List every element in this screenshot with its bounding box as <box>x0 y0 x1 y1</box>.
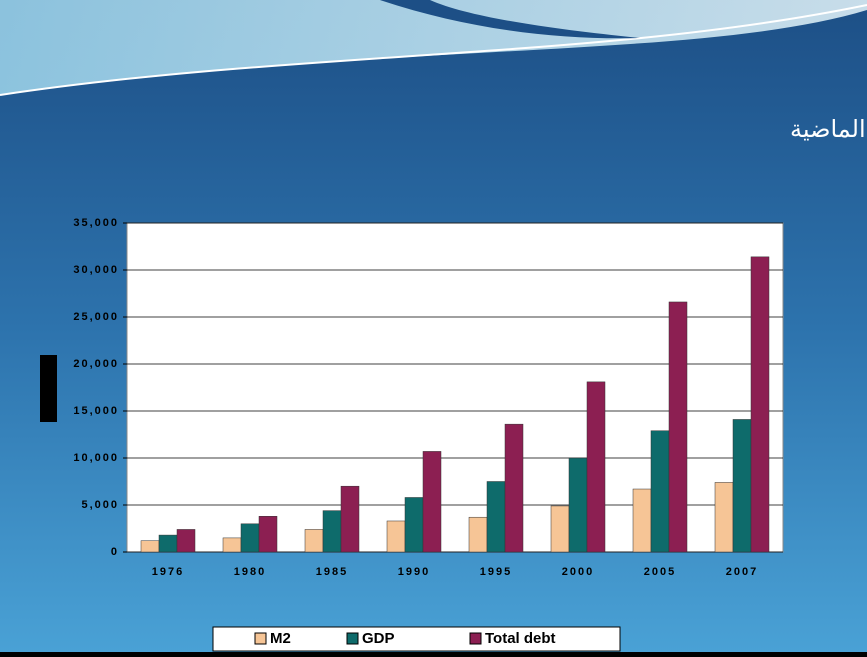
x-tick-label: 1985 <box>316 566 348 578</box>
bar <box>504 423 524 553</box>
legend-label: Total debt <box>485 630 556 647</box>
legend <box>212 626 621 652</box>
swoosh-dark <box>380 0 640 39</box>
y-tick-label: 15,000 <box>73 405 119 417</box>
bar <box>404 497 424 553</box>
y-tick-label: 10,000 <box>73 452 119 464</box>
chart-title: تطور المديونية في الولايات المتحدة خلال … <box>790 115 867 143</box>
bar <box>140 540 160 553</box>
x-tick-label: 1990 <box>398 566 430 578</box>
legend-swatch <box>469 632 482 645</box>
y-tick-label: 0 <box>111 546 119 558</box>
x-tick-label: 2007 <box>726 566 758 578</box>
x-tick-label: 2005 <box>644 566 676 578</box>
bar <box>714 482 734 553</box>
decoration <box>40 355 57 422</box>
bar <box>586 381 606 553</box>
swoosh <box>0 0 867 95</box>
bar <box>550 505 570 553</box>
legend-label: GDP <box>362 630 395 647</box>
bar <box>340 485 360 553</box>
bottom-bar <box>0 652 867 657</box>
bar <box>258 516 278 553</box>
y-tick-label: 20,000 <box>73 358 119 370</box>
y-tick-label: 25,000 <box>73 311 119 323</box>
legend-label: M2 <box>270 630 291 647</box>
x-tick-label: 2000 <box>562 566 594 578</box>
legend-swatch <box>346 632 359 645</box>
bar <box>222 537 242 553</box>
x-tick-label: 1976 <box>152 566 184 578</box>
swoosh-line <box>0 4 867 96</box>
y-tick-label: 5,000 <box>81 499 119 511</box>
bar <box>732 419 752 553</box>
x-tick-label: 1980 <box>234 566 266 578</box>
y-tick-label: 35,000 <box>73 217 119 229</box>
bar <box>240 523 260 553</box>
bar <box>750 256 770 553</box>
bar <box>322 510 342 553</box>
bar <box>650 430 670 553</box>
bar <box>304 529 324 553</box>
bar <box>632 488 652 553</box>
bar <box>176 529 196 553</box>
y-tick-label: 30,000 <box>73 264 119 276</box>
bar <box>158 534 178 553</box>
bar <box>386 520 406 553</box>
bar <box>568 457 588 553</box>
x-tick-label: 1995 <box>480 566 512 578</box>
bar <box>468 516 488 553</box>
bar <box>422 451 442 553</box>
legend-swatch <box>254 632 267 645</box>
bar <box>668 301 688 553</box>
bar <box>486 481 506 553</box>
